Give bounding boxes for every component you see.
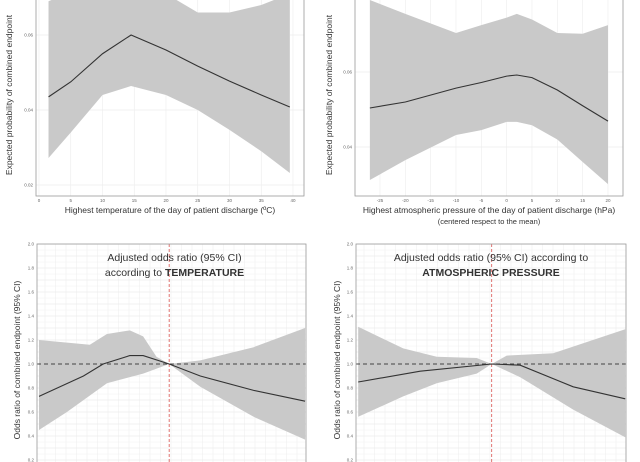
x-tick-label: -20 xyxy=(402,198,409,203)
x-tick-label: 5 xyxy=(69,198,72,203)
estimate-line xyxy=(358,363,626,400)
plot-frame xyxy=(354,0,624,197)
y-tick-label: 2.0 xyxy=(347,242,354,247)
y-tick-label: 1.2 xyxy=(28,338,35,343)
y-tick-label: 1.0 xyxy=(347,362,354,367)
estimate-line xyxy=(48,34,291,108)
x-tick-label: -25 xyxy=(377,198,384,203)
y-tick-label: 2.0 xyxy=(28,242,35,247)
x-axis-label: Highest temperature of the day of patien… xyxy=(65,205,276,215)
y-tick-label: 0.06 xyxy=(343,70,352,75)
title-bold: TEMPERATURE xyxy=(165,267,244,279)
plot-frame xyxy=(35,0,305,197)
y-tick-label: 0.8 xyxy=(28,386,35,391)
x-tick-label: 10 xyxy=(100,198,106,203)
plot-area xyxy=(355,0,623,196)
plot-area xyxy=(36,0,304,196)
plot-area xyxy=(37,244,306,462)
x-tick-label: 0 xyxy=(38,198,41,203)
x-axis-label-sub: (centered respect to the mean) xyxy=(438,217,541,226)
y-tick-label: 1.8 xyxy=(347,266,354,271)
y-tick-label: 0.2 xyxy=(28,458,35,462)
y-tick-label: 0.8 xyxy=(347,386,354,391)
x-tick-label: 25 xyxy=(195,198,201,203)
panel-3: 2.0 1.8 1.6 1.4 1.2 1.0 0.8 0.6 0.4 0.2 Odds ratio… xyxy=(332,242,627,462)
y-tick-label: 1.6 xyxy=(347,290,354,295)
y-tick-label: 1.4 xyxy=(347,314,354,319)
plot-frame xyxy=(36,243,307,462)
y-axis-label: Expected probability of combined endpoin… xyxy=(324,14,334,175)
title-prefix: according to xyxy=(105,267,165,279)
y-axis-label: Expected probability of combined endpoin… xyxy=(4,14,14,175)
chart-title: Adjusted odds ratio (95% CI) according t… xyxy=(394,252,589,264)
y-tick-label: 0.6 xyxy=(347,410,354,415)
x-axis-label: Highest atmospheric pressure of the day … xyxy=(363,205,615,215)
x-tick-label: -5 xyxy=(479,198,483,203)
chart-title: Adjusted odds ratio (95% CI) xyxy=(107,252,241,264)
y-tick-label: 0.06 xyxy=(24,33,33,38)
x-tick-label: 10 xyxy=(555,198,561,203)
confidence-band xyxy=(48,0,290,173)
confidence-band xyxy=(369,0,608,185)
x-tick-label: 35 xyxy=(259,198,265,203)
x-tick-label: 0 xyxy=(505,198,508,203)
estimate-line xyxy=(369,74,609,122)
y-tick-label: 0.04 xyxy=(24,108,33,113)
x-tick-label: 20 xyxy=(605,198,611,203)
chart-title-line2: according to TEMPERATURE xyxy=(105,267,244,279)
x-tick-label: 5 xyxy=(531,198,534,203)
y-tick-label: 0.4 xyxy=(28,434,35,439)
y-tick-label: 0.4 xyxy=(347,434,354,439)
y-axis-label: Odds ratio of combined endpoint (95% CI) xyxy=(12,280,22,439)
panel-0: 0.06 0.04 0.02 0 5 10 15 20 25 30 35 40 Expected pro… xyxy=(4,0,305,215)
y-axis-label: Odds ratio of combined endpoint (95% CI) xyxy=(332,280,342,439)
y-tick-label: 1.0 xyxy=(28,362,35,367)
x-tick-label: 15 xyxy=(580,198,586,203)
x-tick-label: -10 xyxy=(453,198,460,203)
plot-frame xyxy=(355,243,627,462)
y-tick-label: 0.2 xyxy=(347,458,354,462)
confidence-band xyxy=(39,328,306,440)
y-tick-label: 0.04 xyxy=(343,145,352,150)
panel-2: 2.0 1.8 1.6 1.4 1.2 1.0 0.8 0.6 0.4 0.2 Odds ratio… xyxy=(12,242,307,462)
x-tick-label: -15 xyxy=(427,198,434,203)
panel-1: 0.06 0.04 -25 -20 -15 -10 -5 0 5 10 15 20 Expected p… xyxy=(324,0,624,226)
confidence-band xyxy=(358,326,626,438)
y-tick-label: 1.6 xyxy=(28,290,35,295)
x-tick-label: 20 xyxy=(163,198,169,203)
y-tick-label: 1.8 xyxy=(28,266,35,271)
x-tick-label: 15 xyxy=(132,198,138,203)
chart-title-line2: ATMOSPHERIC PRESSURE xyxy=(422,267,560,279)
plot-area xyxy=(356,244,626,462)
x-tick-label: 30 xyxy=(227,198,233,203)
y-tick-label: 0.6 xyxy=(28,410,35,415)
y-tick-label: 0.02 xyxy=(24,183,33,188)
y-tick-label: 1.4 xyxy=(28,314,35,319)
title-bold: ATMOSPHERIC PRESSURE xyxy=(422,267,560,279)
estimate-line xyxy=(38,355,306,402)
y-tick-label: 1.2 xyxy=(347,338,354,343)
x-tick-label: 40 xyxy=(290,198,296,203)
